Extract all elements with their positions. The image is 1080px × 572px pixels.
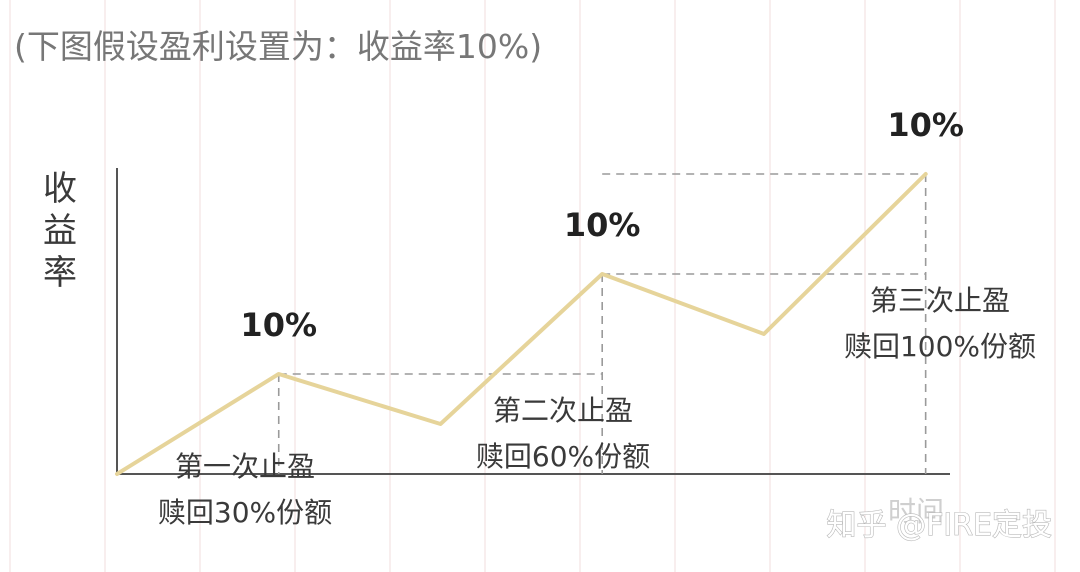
y-axis-label-char: 收 [43,169,77,209]
watermark: 知乎 @FIRE定投 [827,508,1052,543]
annotation-3: 第三次止盈 赎回100%份额 [844,284,1036,363]
annotation-2-line1: 第二次止盈 [493,394,633,427]
peak-labels: 10% 10% 10% [240,106,964,344]
annotation-1-line1: 第一次止盈 [175,450,315,483]
series-line [115,172,928,476]
annotation-2: 第二次止盈 赎回60%份额 [476,394,650,473]
peak-label-1: 10% [240,306,317,344]
y-axis-label-char: 率 [43,253,77,293]
annotation-2-line2: 赎回60%份额 [476,440,650,473]
peak-label-3: 10% [887,106,964,144]
y-axis-label-char: 益 [43,211,77,251]
x-axis-label: 时间 [888,495,944,528]
guide-lines [277,173,927,474]
chart-caption: (下图假设盈利设置为：收益率10%) [14,27,542,66]
annotation-1: 第一次止盈 赎回30%份额 [158,450,332,529]
annotation-3-line1: 第三次止盈 [870,284,1010,317]
background-grid [9,0,1056,572]
annotation-3-line2: 赎回100%份额 [844,330,1036,363]
annotation-1-line2: 赎回30%份额 [158,496,332,529]
peak-label-2: 10% [564,206,641,244]
y-axis-label: 收益率 [43,169,77,293]
